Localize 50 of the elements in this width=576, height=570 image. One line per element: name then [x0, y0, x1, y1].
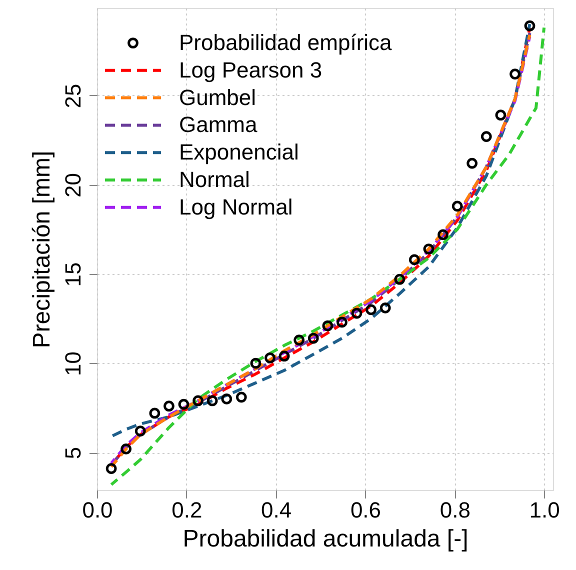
point: [192, 395, 204, 406]
point: [438, 229, 448, 240]
point: [178, 398, 190, 410]
point: [524, 20, 536, 32]
x-tick-label: 0.0: [82, 498, 113, 522]
y-tick-label: 10: [60, 352, 86, 376]
x-tick-label: 0.2: [172, 498, 202, 522]
point: [294, 334, 305, 346]
point: [510, 68, 520, 80]
legend-label: Normal: [179, 167, 250, 192]
point: [134, 426, 146, 437]
point: [120, 444, 132, 454]
x-tick-label: 0.6: [350, 498, 382, 522]
legend-label: Exponencial: [179, 140, 299, 165]
point: [351, 308, 362, 319]
point: [206, 395, 218, 406]
point: [322, 320, 334, 332]
point: [394, 274, 406, 285]
point: [149, 408, 160, 419]
point: [423, 244, 434, 254]
y-axis-title: Precipitación [mm]: [28, 150, 56, 348]
legend-label: Log Pearson 3: [179, 57, 322, 82]
x-tick-label: 0.8: [440, 498, 470, 522]
point: [250, 358, 262, 369]
x-axis-title: Probabilidad acumulada [-]: [182, 526, 468, 552]
y-tick-label: 25: [60, 84, 86, 108]
point: [408, 254, 420, 266]
point: [164, 400, 174, 412]
y-tick-label: 5: [60, 446, 86, 460]
point: [221, 394, 232, 404]
legend-label: Gumbel: [179, 84, 256, 110]
point: [452, 200, 463, 212]
point: [380, 302, 391, 314]
point: [308, 332, 319, 344]
point: [366, 304, 376, 316]
point: [264, 352, 276, 364]
legend-label: Log Normal: [179, 194, 293, 220]
point: [336, 316, 348, 328]
legend-label: Gamma: [179, 112, 258, 138]
legend-label: Probabilidad empírica: [179, 30, 393, 55]
x-tick-label: 1.0: [529, 498, 560, 522]
point: [480, 131, 492, 142]
point: [466, 158, 478, 169]
point: [106, 463, 117, 474]
point: [236, 392, 247, 403]
x-tick-label: 0.4: [261, 498, 292, 522]
point: [495, 110, 506, 121]
y-tick-label: 20: [60, 172, 86, 198]
point: [278, 350, 290, 362]
y-tick-label: 15: [60, 262, 86, 287]
